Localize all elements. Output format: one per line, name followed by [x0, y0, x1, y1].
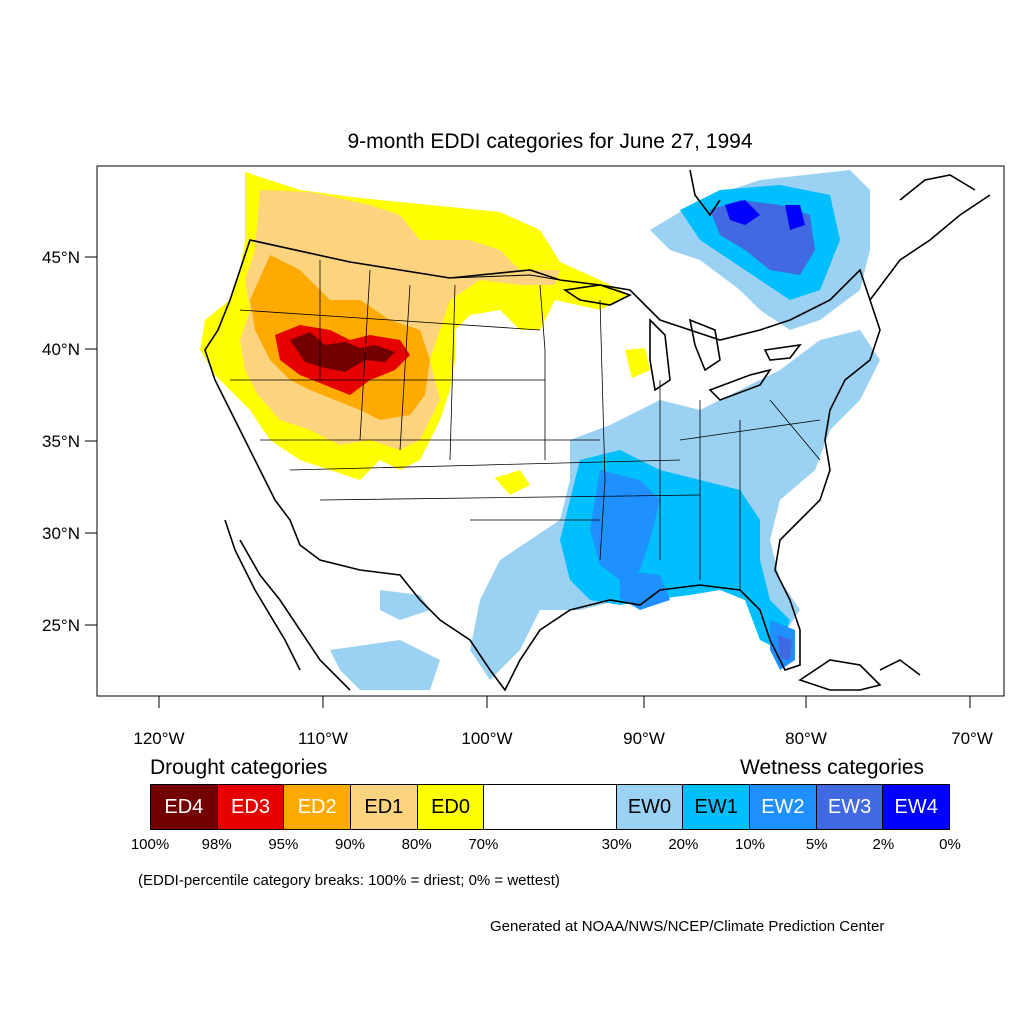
lake-huron	[688, 318, 721, 372]
drought-heading: Drought categories	[150, 756, 328, 779]
ew4-canada-2	[785, 205, 805, 230]
lon-axis: 120°W 110°W 100°W 90°W 80°W 70°W	[133, 696, 993, 748]
ew3-fl	[778, 635, 792, 660]
boundaries	[204, 169, 991, 692]
percentile-label: 5%	[805, 836, 828, 853]
quebec-coast	[869, 194, 991, 301]
legend-bar: ED4 ED3 ED2 ED1 ED0 EW0 EW1 EW2 EW3 EW4	[150, 784, 950, 830]
lat-label-35: 35°N	[42, 432, 80, 451]
percentile-label: 90%	[334, 836, 366, 853]
state-borders	[230, 260, 821, 590]
percentile-label: 30%	[601, 836, 632, 853]
lat-label-30: 30°N	[42, 524, 80, 543]
lake-ontario	[763, 343, 802, 361]
credit-text: Generated at NOAA/NWS/NCEP/Climate Predi…	[490, 918, 885, 935]
ed0-patch-mi	[625, 348, 650, 378]
percentile-label: 0%	[939, 836, 961, 853]
legend-box-ed2: ED2	[284, 785, 352, 829]
legend-box-ed3: ED3	[217, 785, 285, 829]
map-title: 9-month EDDI categories for June 27, 199…	[347, 130, 753, 153]
percentile-label: 70%	[468, 836, 499, 853]
legend-box-ew3: EW3	[816, 785, 884, 829]
category-note: (EDDI-percentile category breaks: 100% =…	[138, 872, 560, 889]
lat-label-25: 25°N	[42, 616, 80, 635]
legend-box-ew2: EW2	[750, 785, 817, 829]
percentile-label: 20%	[668, 836, 699, 853]
lake-erie	[708, 368, 772, 401]
percentile-label: 10%	[734, 836, 766, 853]
canada-border	[249, 239, 561, 281]
legend-box-ed1: ED1	[351, 785, 418, 829]
hudson-coast	[689, 169, 721, 217]
ew4-canada	[725, 200, 760, 225]
percentile-label: 95%	[268, 836, 299, 853]
wetness-heading: Wetness categories	[740, 756, 925, 779]
lat-label-40: 40°N	[42, 340, 80, 359]
ed4-region	[290, 332, 395, 372]
lake-superior	[562, 284, 633, 306]
lon-label-80: 80°W	[785, 729, 827, 748]
legend-box-ew1: EW1	[683, 785, 751, 829]
newfoundland-coast	[899, 174, 976, 201]
lat-label-45: 45°N	[42, 248, 80, 267]
legend-box-ew0: EW0	[616, 785, 684, 829]
legend-box-ed4: ED4	[151, 785, 218, 829]
lon-label-70: 70°W	[951, 729, 993, 748]
ew2-region	[590, 470, 660, 580]
legend-box-neutral	[484, 785, 617, 829]
percentile-label: 80%	[401, 836, 432, 853]
lon-label-90: 90°W	[623, 729, 665, 748]
lon-label-110: 110°W	[298, 729, 348, 748]
ew2-la	[620, 570, 670, 610]
lon-label-100: 100°W	[461, 729, 512, 748]
baja-coast	[224, 519, 301, 671]
percentile-label: 100%	[130, 836, 170, 853]
lake-michigan	[649, 318, 671, 392]
lon-label-120: 120°W	[133, 729, 184, 748]
ed0-patch-texas	[495, 470, 530, 495]
us-outline	[204, 239, 881, 692]
percentile-label: 2%	[872, 836, 895, 853]
mexico-coast	[239, 539, 351, 691]
legend-box-ed0: ED0	[417, 785, 485, 829]
wetness-shading	[330, 170, 880, 690]
ew0-gulf-mex	[330, 640, 440, 690]
cuba	[798, 659, 882, 691]
caribbean-islands	[879, 659, 921, 676]
legend-box-ew4: EW4	[883, 785, 950, 829]
percentile-label: 98%	[201, 836, 232, 853]
drought-shading	[200, 172, 650, 495]
lat-axis: 45°N 40°N 35°N 30°N 25°N	[42, 248, 97, 635]
